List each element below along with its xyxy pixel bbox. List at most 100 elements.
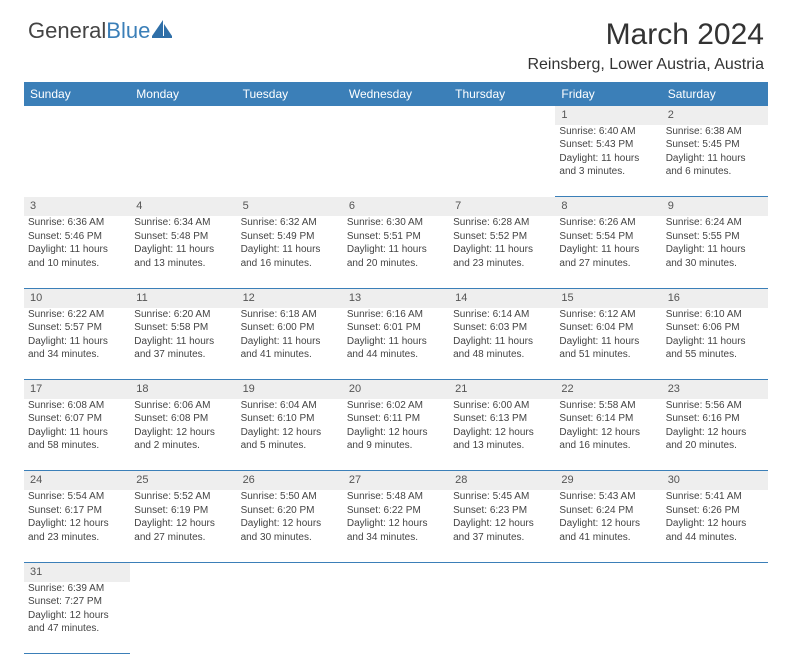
day-cell: Sunrise: 5:52 AMSunset: 6:19 PMDaylight:… xyxy=(130,490,236,562)
day-cell: Sunrise: 5:54 AMSunset: 6:17 PMDaylight:… xyxy=(24,490,130,562)
day1-text: Daylight: 11 hours xyxy=(241,243,339,257)
day-cell: Sunrise: 6:00 AMSunset: 6:13 PMDaylight:… xyxy=(449,399,555,471)
day1-text: Daylight: 11 hours xyxy=(134,243,232,257)
day2-text: and 27 minutes. xyxy=(134,531,232,545)
day-cell xyxy=(130,125,236,197)
day-number: 15 xyxy=(555,288,661,307)
day-header: Thursday xyxy=(449,82,555,106)
sunrise-text: Sunrise: 6:12 AM xyxy=(559,308,657,322)
day-cell xyxy=(449,582,555,654)
sunset-text: Sunset: 6:22 PM xyxy=(347,504,445,518)
day-cell: Sunrise: 6:24 AMSunset: 5:55 PMDaylight:… xyxy=(662,216,768,288)
day-content-row: Sunrise: 5:54 AMSunset: 6:17 PMDaylight:… xyxy=(24,490,768,562)
day-cell xyxy=(449,125,555,197)
day1-text: Daylight: 12 hours xyxy=(559,426,657,440)
sunset-text: Sunset: 6:20 PM xyxy=(241,504,339,518)
sunset-text: Sunset: 6:01 PM xyxy=(347,321,445,335)
day2-text: and 5 minutes. xyxy=(241,439,339,453)
sunrise-text: Sunrise: 6:16 AM xyxy=(347,308,445,322)
day-cell: Sunrise: 5:45 AMSunset: 6:23 PMDaylight:… xyxy=(449,490,555,562)
day2-text: and 44 minutes. xyxy=(347,348,445,362)
day1-text: Daylight: 11 hours xyxy=(453,335,551,349)
day-number xyxy=(237,562,343,581)
day-cell: Sunrise: 6:22 AMSunset: 5:57 PMDaylight:… xyxy=(24,308,130,380)
day1-text: Daylight: 11 hours xyxy=(666,152,764,166)
title-block: March 2024 Reinsberg, Lower Austria, Aus… xyxy=(527,18,764,74)
sunset-text: Sunset: 5:57 PM xyxy=(28,321,126,335)
day2-text: and 6 minutes. xyxy=(666,165,764,179)
day1-text: Daylight: 11 hours xyxy=(347,335,445,349)
day2-text: and 23 minutes. xyxy=(28,531,126,545)
day-number: 29 xyxy=(555,471,661,490)
day-number: 11 xyxy=(130,288,236,307)
day-cell: Sunrise: 6:28 AMSunset: 5:52 PMDaylight:… xyxy=(449,216,555,288)
day-number xyxy=(24,106,130,125)
day1-text: Daylight: 11 hours xyxy=(559,243,657,257)
day2-text: and 16 minutes. xyxy=(241,257,339,271)
sunset-text: Sunset: 6:19 PM xyxy=(134,504,232,518)
location-subtitle: Reinsberg, Lower Austria, Austria xyxy=(527,56,764,74)
day-cell xyxy=(237,582,343,654)
sunset-text: Sunset: 5:51 PM xyxy=(347,230,445,244)
day-number: 24 xyxy=(24,471,130,490)
day1-text: Daylight: 12 hours xyxy=(559,517,657,531)
sunrise-text: Sunrise: 6:04 AM xyxy=(241,399,339,413)
sunrise-text: Sunrise: 6:06 AM xyxy=(134,399,232,413)
day-cell: Sunrise: 6:12 AMSunset: 6:04 PMDaylight:… xyxy=(555,308,661,380)
day2-text: and 16 minutes. xyxy=(559,439,657,453)
day-cell: Sunrise: 6:26 AMSunset: 5:54 PMDaylight:… xyxy=(555,216,661,288)
day2-text: and 34 minutes. xyxy=(347,531,445,545)
day-number xyxy=(130,562,236,581)
day-number: 23 xyxy=(662,380,768,399)
day-number: 7 xyxy=(449,197,555,216)
sunset-text: Sunset: 7:27 PM xyxy=(28,595,126,609)
day2-text: and 23 minutes. xyxy=(453,257,551,271)
day1-text: Daylight: 12 hours xyxy=(28,609,126,623)
day-cell: Sunrise: 5:58 AMSunset: 6:14 PMDaylight:… xyxy=(555,399,661,471)
day1-text: Daylight: 12 hours xyxy=(241,426,339,440)
day-cell xyxy=(555,582,661,654)
day2-text: and 37 minutes. xyxy=(453,531,551,545)
day-cell: Sunrise: 6:38 AMSunset: 5:45 PMDaylight:… xyxy=(662,125,768,197)
sunrise-text: Sunrise: 6:40 AM xyxy=(559,125,657,139)
brand-part1: General xyxy=(28,18,106,44)
day-header: Monday xyxy=(130,82,236,106)
day-number: 26 xyxy=(237,471,343,490)
day-cell: Sunrise: 5:41 AMSunset: 6:26 PMDaylight:… xyxy=(662,490,768,562)
sunrise-text: Sunrise: 5:43 AM xyxy=(559,490,657,504)
day-header: Tuesday xyxy=(237,82,343,106)
day-number-row: 24252627282930 xyxy=(24,471,768,490)
day1-text: Daylight: 12 hours xyxy=(28,517,126,531)
day-cell: Sunrise: 6:08 AMSunset: 6:07 PMDaylight:… xyxy=(24,399,130,471)
day-header: Saturday xyxy=(662,82,768,106)
day-cell: Sunrise: 6:10 AMSunset: 6:06 PMDaylight:… xyxy=(662,308,768,380)
day-cell: Sunrise: 6:14 AMSunset: 6:03 PMDaylight:… xyxy=(449,308,555,380)
day-number: 28 xyxy=(449,471,555,490)
day1-text: Daylight: 12 hours xyxy=(453,517,551,531)
day2-text: and 44 minutes. xyxy=(666,531,764,545)
sunrise-text: Sunrise: 6:36 AM xyxy=(28,216,126,230)
sunrise-text: Sunrise: 6:28 AM xyxy=(453,216,551,230)
sunrise-text: Sunrise: 5:48 AM xyxy=(347,490,445,504)
day-cell: Sunrise: 6:36 AMSunset: 5:46 PMDaylight:… xyxy=(24,216,130,288)
day-number: 18 xyxy=(130,380,236,399)
brand-part2: Blue xyxy=(106,18,150,44)
day2-text: and 58 minutes. xyxy=(28,439,126,453)
day1-text: Daylight: 12 hours xyxy=(666,517,764,531)
day2-text: and 13 minutes. xyxy=(453,439,551,453)
sunset-text: Sunset: 6:16 PM xyxy=(666,412,764,426)
sunrise-text: Sunrise: 5:45 AM xyxy=(453,490,551,504)
sunset-text: Sunset: 6:23 PM xyxy=(453,504,551,518)
sunset-text: Sunset: 5:43 PM xyxy=(559,138,657,152)
sunrise-text: Sunrise: 6:18 AM xyxy=(241,308,339,322)
day1-text: Daylight: 11 hours xyxy=(347,243,445,257)
sunset-text: Sunset: 6:24 PM xyxy=(559,504,657,518)
sunset-text: Sunset: 5:46 PM xyxy=(28,230,126,244)
day-cell: Sunrise: 6:18 AMSunset: 6:00 PMDaylight:… xyxy=(237,308,343,380)
day-number-row: 10111213141516 xyxy=(24,288,768,307)
day-number: 22 xyxy=(555,380,661,399)
day-number: 6 xyxy=(343,197,449,216)
sunrise-text: Sunrise: 5:41 AM xyxy=(666,490,764,504)
sunrise-text: Sunrise: 5:50 AM xyxy=(241,490,339,504)
day-content-row: Sunrise: 6:22 AMSunset: 5:57 PMDaylight:… xyxy=(24,308,768,380)
